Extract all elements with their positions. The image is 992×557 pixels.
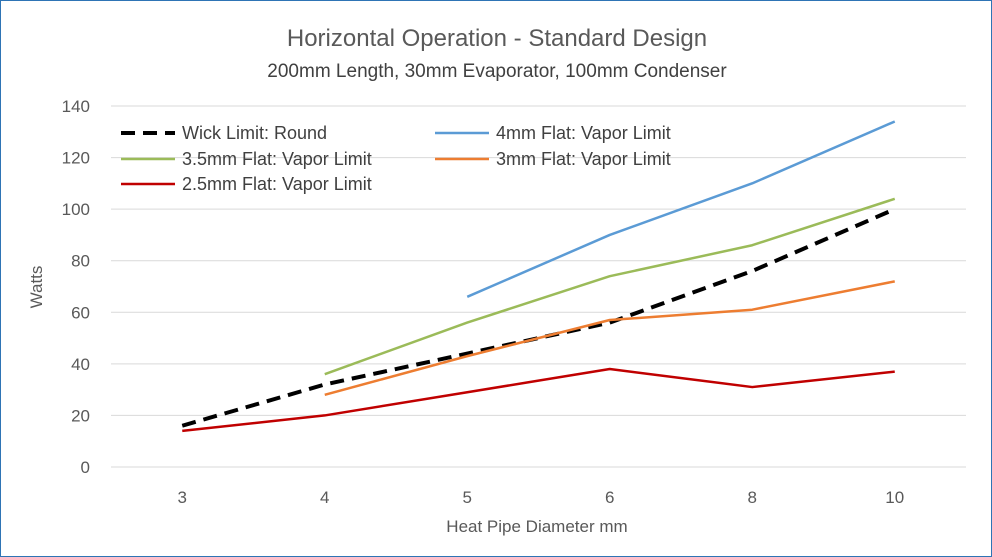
y-tick-label: 60 [71,303,90,322]
x-axis-label: Heat Pipe Diameter mm [446,517,627,536]
series-line [324,197,896,376]
y-axis-ticks: 0 20 40 60 80 100 120 140 [62,97,90,477]
x-tick-label: 6 [605,488,614,507]
legend: Wick Limit: Round 4mm Flat: Vapor Limit 3.… [121,123,671,194]
legend-label: 3mm Flat: Vapor Limit [496,149,671,169]
legend-label: Wick Limit: Round [182,123,327,143]
series-line [182,367,895,433]
grid-lines [111,105,966,468]
series-line [466,120,896,298]
y-tick-label: 40 [71,355,90,374]
x-tick-label: 3 [178,488,187,507]
series-lines [181,120,896,433]
x-tick-label: 8 [748,488,757,507]
legend-label: 3.5mm Flat: Vapor Limit [182,149,372,169]
series-line [324,280,895,397]
series-line [181,207,896,428]
x-tick-label: 10 [885,488,904,507]
legend-label: 4mm Flat: Vapor Limit [496,123,671,143]
y-tick-label: 140 [62,97,90,116]
y-tick-label: 80 [71,252,90,271]
x-axis-ticks: 3 4 5 6 8 10 [178,488,905,507]
y-tick-label: 100 [62,200,90,219]
y-tick-label: 120 [62,149,90,168]
chart-title: Horizontal Operation - Standard Design [287,25,707,52]
y-tick-label: 20 [71,406,90,425]
y-axis-label: Watts [27,266,46,309]
chart-subtitle: 200mm Length, 30mm Evaporator, 100mm Con… [267,61,727,82]
x-tick-label: 4 [320,488,329,507]
legend-label: 2.5mm Flat: Vapor Limit [182,174,372,194]
y-tick-label: 0 [81,458,90,477]
x-tick-label: 5 [463,488,472,507]
